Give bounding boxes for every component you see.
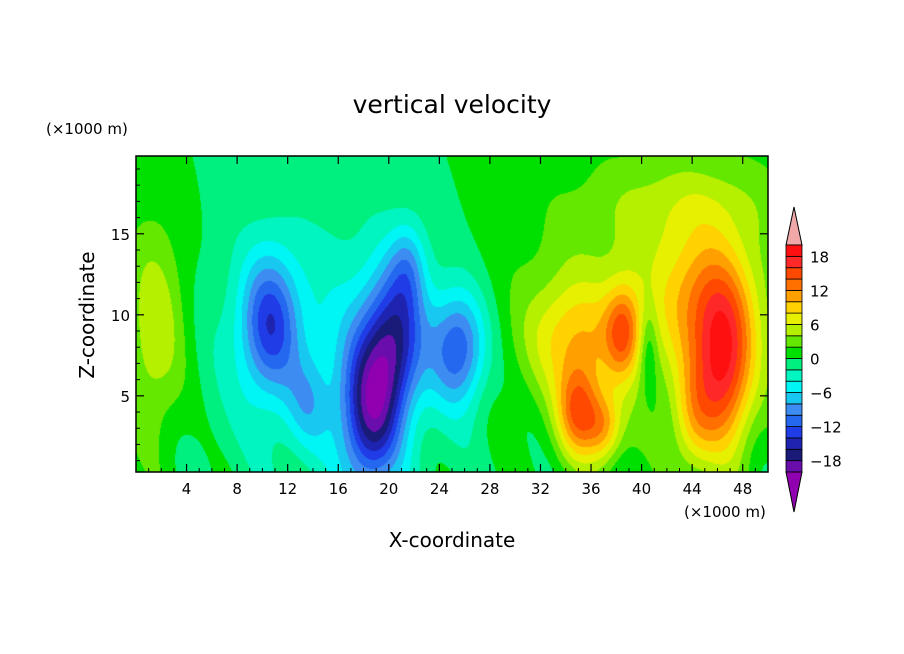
y-tick-label: 5 [120,388,130,406]
x-tick-label: 12 [278,480,297,498]
x-tick-label: 20 [379,480,398,498]
colorbar-swatch [785,358,803,371]
colorbar-swatch [785,369,803,382]
colorbar-swatch [785,448,803,462]
colorbar-tick-label: 18 [810,248,829,266]
y-axis-label: Z-coordinate [75,251,99,378]
colorbar-swatch [785,414,803,428]
colorbar: 18 12 6 0 −6 −12 −18 [785,206,842,513]
y-axis-ticks: 5 10 15 [111,168,768,462]
x-tick-label: 24 [430,480,449,498]
x-tick-label: 40 [632,480,651,498]
colorbar-swatch [785,267,803,280]
colorbar-tick-label: −6 [810,385,832,403]
colorbar-under-triangle [785,471,803,513]
colorbar-swatch [785,312,803,325]
x-tick-label: 44 [683,480,702,498]
x-tick-label: 8 [232,480,242,498]
x-axis-label: X-coordinate [389,528,516,552]
colorbar-tick-label: −12 [810,419,842,437]
colorbar-swatch [785,392,803,405]
colorbar-swatch [785,244,803,257]
x-axis-ticks: 4 8 12 16 20 24 28 32 36 40 44 48 [148,156,756,498]
x-axis-units: (×1000 m) [684,503,766,521]
y-tick-label: 10 [111,307,130,325]
x-tick-label: 48 [733,480,752,498]
x-tick-label: 28 [480,480,499,498]
colorbar-swatch [785,460,803,473]
colorbar-swatch [785,335,803,348]
y-tick-label: 15 [111,226,130,244]
colorbar-swatch [785,289,803,303]
x-tick-label: 36 [581,480,600,498]
colorbar-swatch [785,278,803,291]
x-tick-label: 4 [182,480,192,498]
x-tick-label: 16 [329,480,348,498]
chart-title: vertical velocity [353,90,552,119]
colorbar-swatch [785,324,803,337]
colorbar-swatch [785,426,803,439]
colorbar-tick-label: 12 [810,282,829,300]
colorbar-swatch [785,301,803,314]
x-tick-label: 32 [531,480,550,498]
colorbar-swatch [785,346,803,359]
colorbar-over-triangle [785,206,803,246]
colorbar-swatch [785,403,803,416]
colorbar-swatch [785,380,803,393]
colorbar-swatch [785,437,803,450]
colorbar-tick-label: 0 [810,351,820,369]
velocity-field [136,156,768,472]
y-axis-units: (×1000 m) [46,120,128,138]
colorbar-tick-label: −18 [810,453,842,471]
colorbar-tick-label: 6 [810,316,820,334]
colorbar-swatch [785,255,803,269]
